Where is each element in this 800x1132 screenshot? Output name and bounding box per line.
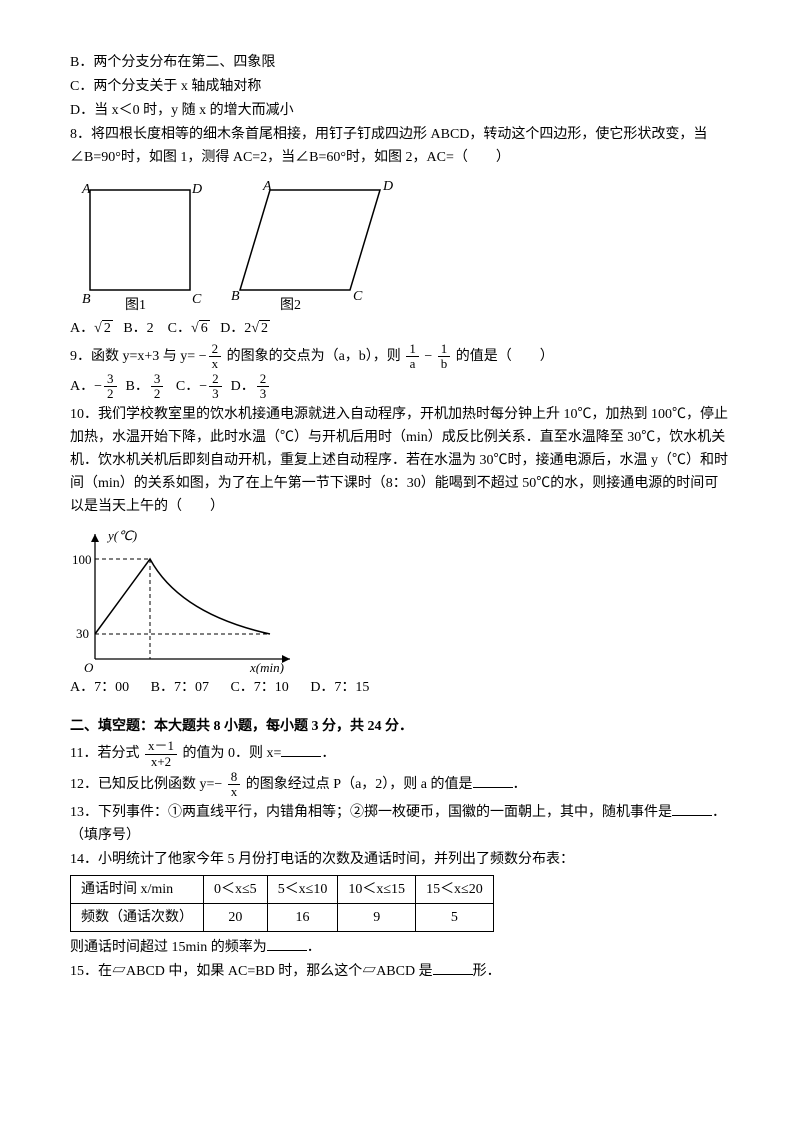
svg-text:C: C xyxy=(353,289,363,304)
q10-figure: y(℃) 100 30 O x(min) xyxy=(70,524,730,674)
q15: 15．在▱ABCD 中，如果 AC=BD 时，那么这个▱ABCD 是形． xyxy=(70,960,730,983)
q14-tail: 则通话时间超过 15min 的频率为． xyxy=(70,936,730,959)
q7-opt-b: B．两个分支分布在第二、四象限 xyxy=(70,51,730,74)
q10-options: A．7：00 B．7：07 C．7：10 D．7：15 xyxy=(70,676,730,699)
q14-table: 通话时间 x/min 0＜x≤5 5＜x≤10 10＜x≤15 15＜x≤20 … xyxy=(70,875,494,932)
svg-text:A: A xyxy=(81,182,91,197)
q11: 11．若分式 x－1x+2 的值为 0．则 x=． xyxy=(70,739,730,769)
svg-text:B: B xyxy=(231,289,240,304)
svg-text:A: A xyxy=(262,179,272,194)
svg-text:B: B xyxy=(82,292,91,307)
svg-text:D: D xyxy=(382,179,393,194)
q8-stem: 8．将四根长度相等的细木条首尾相接，用钉子钉成四边形 ABCD，转动这个四边形，… xyxy=(70,123,730,169)
svg-text:x(min): x(min) xyxy=(249,660,284,674)
svg-text:D: D xyxy=(191,182,202,197)
section-2-heading: 二、填空题：本大题共 8 小题，每小题 3 分，共 24 分． xyxy=(70,715,730,738)
q8-options: A．2 B．2 C．6 D．22 xyxy=(70,317,730,340)
svg-text:y(℃): y(℃) xyxy=(106,528,137,543)
svg-text:30: 30 xyxy=(76,626,89,641)
q14-stem: 14．小明统计了他家今年 5 月份打电话的次数及通话时间，并列出了频数分布表： xyxy=(70,848,730,871)
svg-text:O: O xyxy=(84,660,94,674)
q9-options: A．−32 B．32 C．−23 D．23 xyxy=(70,372,730,402)
q7-opt-c: C．两个分支关于 x 轴成轴对称 xyxy=(70,75,730,98)
q10-stem: 10．我们学校教室里的饮水机接通电源就进入自动程序，开机加热时每分钟上升 10℃… xyxy=(70,403,730,518)
q9-stem: 9．函数 y=x+3 与 y= −2x 的图象的交点为（a，b），则 1a − … xyxy=(70,342,730,372)
svg-text:图1: 图1 xyxy=(125,298,146,313)
q12: 12．已知反比例函数 y=− 8x 的图象经过点 P（a，2），则 a 的值是． xyxy=(70,770,730,800)
q7-opt-d: D．当 x＜0 时，y 随 x 的增大而减小 xyxy=(70,99,730,122)
svg-text:100: 100 xyxy=(72,552,92,567)
svg-text:图2: 图2 xyxy=(280,298,301,313)
q13: 13．下列事件：①两直线平行，内错角相等；②掷一枚硬币，国徽的一面朝上，其中，随… xyxy=(70,801,730,847)
svg-text:C: C xyxy=(192,292,202,307)
q8-figures: A D B C 图1 A D B C 图2 xyxy=(70,175,730,315)
